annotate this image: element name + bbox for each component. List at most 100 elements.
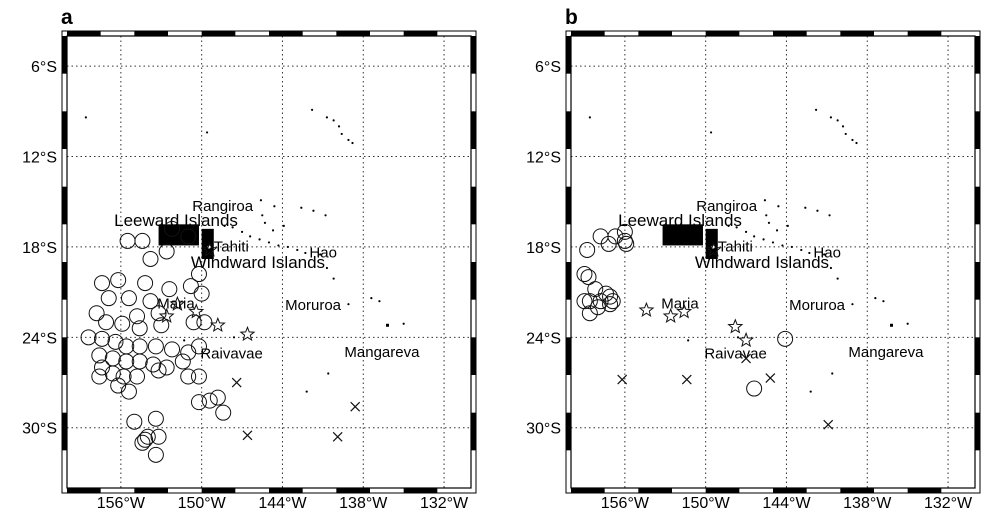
event-circle — [191, 369, 206, 384]
island-dot — [300, 207, 302, 209]
island-dot — [851, 303, 853, 305]
frame-tick — [67, 488, 101, 493]
island-dot — [326, 116, 328, 118]
event-circle — [151, 429, 166, 444]
frame-tick — [975, 111, 980, 149]
event-circle — [181, 345, 196, 360]
event-circle — [120, 233, 135, 248]
island-dot — [341, 133, 343, 135]
lat-tick-label: 30°S — [526, 421, 561, 438]
place-label: Raivavae — [200, 345, 263, 362]
place-label: Hao — [309, 244, 337, 261]
frame-tick — [62, 337, 67, 375]
event-circle — [89, 306, 104, 321]
island-dot — [327, 372, 329, 374]
island-dot — [249, 235, 251, 237]
island-dot — [830, 116, 832, 118]
event-circle — [105, 366, 120, 381]
station-star — [729, 320, 742, 333]
event-cross — [243, 431, 252, 440]
lat-tick-label: 12°S — [22, 150, 57, 167]
lat-tick-label: 18°S — [526, 240, 561, 257]
event-circle — [146, 357, 161, 372]
event-cross — [232, 378, 241, 387]
lon-tick-label: 144°W — [258, 495, 307, 512]
island-dot — [264, 222, 266, 224]
frame-tick — [840, 488, 874, 493]
event-circle — [577, 267, 592, 282]
event-circle — [116, 369, 131, 384]
island-dot — [890, 324, 893, 327]
lon-tick-label: 132°W — [420, 495, 469, 512]
island-dot — [260, 199, 262, 201]
frame-tick — [773, 488, 807, 493]
island-dot — [815, 109, 817, 111]
frame-tick — [202, 31, 236, 36]
event-circle — [138, 432, 153, 447]
frame-tick — [202, 488, 236, 493]
event-circle — [121, 291, 136, 306]
island-dot — [268, 241, 270, 243]
event-cross — [351, 402, 360, 411]
event-circle — [127, 414, 142, 429]
event-circle — [138, 276, 153, 291]
island-dot — [261, 214, 263, 216]
frame-tick — [638, 488, 672, 493]
event-circle — [99, 315, 114, 330]
event-circle — [135, 233, 150, 248]
frame-tick — [638, 31, 672, 36]
event-circle — [191, 395, 206, 410]
lat-tick-label: 6°S — [535, 59, 561, 76]
event-circle — [159, 360, 174, 375]
island-dot — [772, 241, 774, 243]
island-dot — [206, 131, 208, 133]
island-dot — [296, 249, 298, 251]
frame-tick — [471, 36, 476, 74]
frame-tick — [908, 31, 942, 36]
event-cross — [618, 375, 627, 384]
island-dot — [810, 390, 812, 392]
lon-tick-label: 144°W — [762, 495, 811, 512]
frame-tick — [975, 413, 980, 451]
event-cross — [766, 374, 775, 383]
frame-tick — [566, 262, 571, 300]
frame-tick — [67, 31, 101, 36]
island-dot — [326, 267, 328, 269]
event-circle — [121, 384, 136, 399]
frame-tick — [62, 36, 67, 74]
frame-tick — [773, 31, 807, 36]
island-dot — [764, 199, 766, 201]
island-dot — [85, 116, 87, 118]
event-circle — [101, 291, 116, 306]
island-dot — [851, 139, 853, 141]
island-dot — [776, 229, 778, 231]
lat-tick-label: 24°S — [22, 330, 57, 347]
event-circle — [132, 339, 147, 354]
frame-tick — [471, 262, 476, 300]
frame-tick — [336, 31, 370, 36]
event-circle — [581, 270, 596, 285]
place-label: Windward Islands — [695, 253, 829, 272]
place-label: Raivavae — [704, 345, 767, 362]
island-dot — [837, 119, 839, 121]
event-circle — [175, 354, 190, 369]
event-circle — [162, 282, 177, 297]
island-dot — [787, 225, 789, 227]
event-circle — [159, 244, 174, 259]
event-circle — [210, 390, 225, 405]
island-dot — [386, 324, 389, 327]
panel-label: b — [565, 6, 578, 29]
event-circle — [148, 411, 163, 426]
frame-tick — [62, 413, 67, 451]
frame-tick — [134, 488, 168, 493]
frame-tick — [571, 31, 605, 36]
island-dot — [258, 238, 260, 240]
island-dot — [710, 131, 712, 133]
event-circle — [95, 276, 110, 291]
station-star — [640, 303, 653, 316]
frame-tick — [840, 31, 874, 36]
island-dot — [283, 225, 285, 227]
event-circle — [111, 273, 126, 288]
frame-tick — [62, 187, 67, 225]
island-dot — [183, 339, 185, 341]
